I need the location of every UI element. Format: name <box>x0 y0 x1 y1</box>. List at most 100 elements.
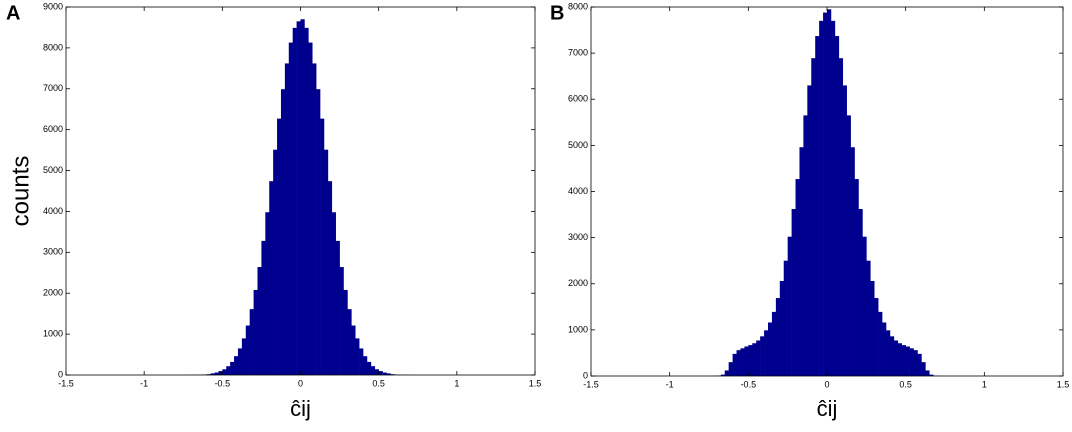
x-axis-label: ĉij <box>290 396 311 421</box>
bar <box>917 353 922 376</box>
bar <box>277 118 282 376</box>
bar <box>866 260 871 376</box>
bar <box>728 362 733 376</box>
bar <box>870 280 875 376</box>
y-tick-label: 0 <box>58 369 63 379</box>
bar <box>886 330 891 376</box>
bar <box>378 371 383 375</box>
bar <box>897 343 903 376</box>
bar <box>768 322 773 376</box>
bar <box>791 209 796 376</box>
y-tick-label: 1000 <box>568 324 588 334</box>
bar <box>269 181 274 375</box>
bar <box>343 289 348 375</box>
bar <box>316 89 321 375</box>
x-tick-label: -1 <box>666 379 674 389</box>
bar <box>273 149 278 375</box>
bar <box>245 325 250 375</box>
y-tick-label: 7000 <box>43 83 63 93</box>
bar <box>347 309 352 375</box>
bar <box>214 372 219 375</box>
y-tick-label: 8000 <box>568 1 588 11</box>
bar <box>862 236 867 376</box>
bar <box>925 370 930 376</box>
bar <box>237 348 243 375</box>
y-tick-label: 4000 <box>568 186 588 196</box>
bar <box>241 338 247 375</box>
bar <box>744 346 749 376</box>
bar <box>296 21 301 376</box>
bar <box>359 348 364 375</box>
bar <box>331 212 336 375</box>
x-axis-label: ĉij <box>817 396 838 421</box>
bar <box>265 212 270 375</box>
bar <box>257 267 262 375</box>
bar <box>842 85 847 376</box>
x-tick-label: 1.5 <box>1057 379 1070 389</box>
bar <box>351 325 356 375</box>
bar <box>752 343 757 376</box>
bar <box>823 12 828 376</box>
x-tick-label: 1.5 <box>529 378 542 388</box>
bar <box>893 340 899 376</box>
bar <box>838 58 844 376</box>
bar <box>783 260 788 376</box>
bar <box>889 336 895 376</box>
bar <box>720 374 726 376</box>
y-tick-label: 3000 <box>43 247 63 257</box>
bar <box>771 311 777 376</box>
y-axis-label: counts <box>7 156 34 227</box>
x-tick-label: -1.5 <box>583 379 599 389</box>
bar <box>819 20 824 377</box>
panel-label: B <box>550 2 564 24</box>
bar <box>280 89 286 375</box>
bar <box>355 338 360 375</box>
bar <box>327 181 333 375</box>
bar <box>339 267 344 375</box>
bar <box>320 118 325 376</box>
y-tick-label: 6000 <box>568 94 588 104</box>
panel: -1.5 -1 -0.5 0 0.5 1 1.5 0 1000 2000 3000 4000 5000 6… <box>6 1 541 420</box>
bar <box>803 115 808 377</box>
y-tick-label: 0 <box>583 370 588 380</box>
bar <box>775 298 781 376</box>
bar <box>764 330 769 376</box>
bar <box>748 345 753 376</box>
bar <box>284 63 290 375</box>
bar <box>905 346 910 376</box>
bar <box>807 85 812 376</box>
bar <box>249 309 254 375</box>
bar <box>312 63 317 375</box>
bar <box>760 336 765 376</box>
x-tick-label: 0 <box>298 378 303 388</box>
bar <box>300 19 305 376</box>
bar <box>323 149 329 375</box>
bar <box>308 42 313 375</box>
bar <box>827 9 832 377</box>
bar <box>724 370 729 376</box>
bar <box>929 374 934 376</box>
bar <box>850 147 855 376</box>
bar <box>878 311 883 376</box>
x-tick-label: 0 <box>824 379 829 389</box>
panel: -1.5 -1 -0.5 0 0.5 1 1.5 0 1000 2000 3000 4000 5000 6… <box>550 1 1069 420</box>
bar <box>261 240 266 375</box>
y-tick-label: 7000 <box>568 48 588 58</box>
bar <box>386 373 391 375</box>
bar <box>304 27 309 375</box>
x-tick-label: -1 <box>140 378 148 388</box>
bar <box>206 374 211 375</box>
bar <box>292 27 297 375</box>
y-tick-label: 6000 <box>43 124 63 134</box>
bar <box>288 42 293 375</box>
bar <box>370 366 376 375</box>
bar <box>811 58 816 376</box>
bar <box>874 298 879 376</box>
bar <box>736 350 741 376</box>
bar <box>799 147 804 376</box>
bar <box>913 350 918 376</box>
bar <box>335 240 340 375</box>
bar <box>382 372 387 375</box>
x-tick-label: -0.5 <box>741 379 757 389</box>
